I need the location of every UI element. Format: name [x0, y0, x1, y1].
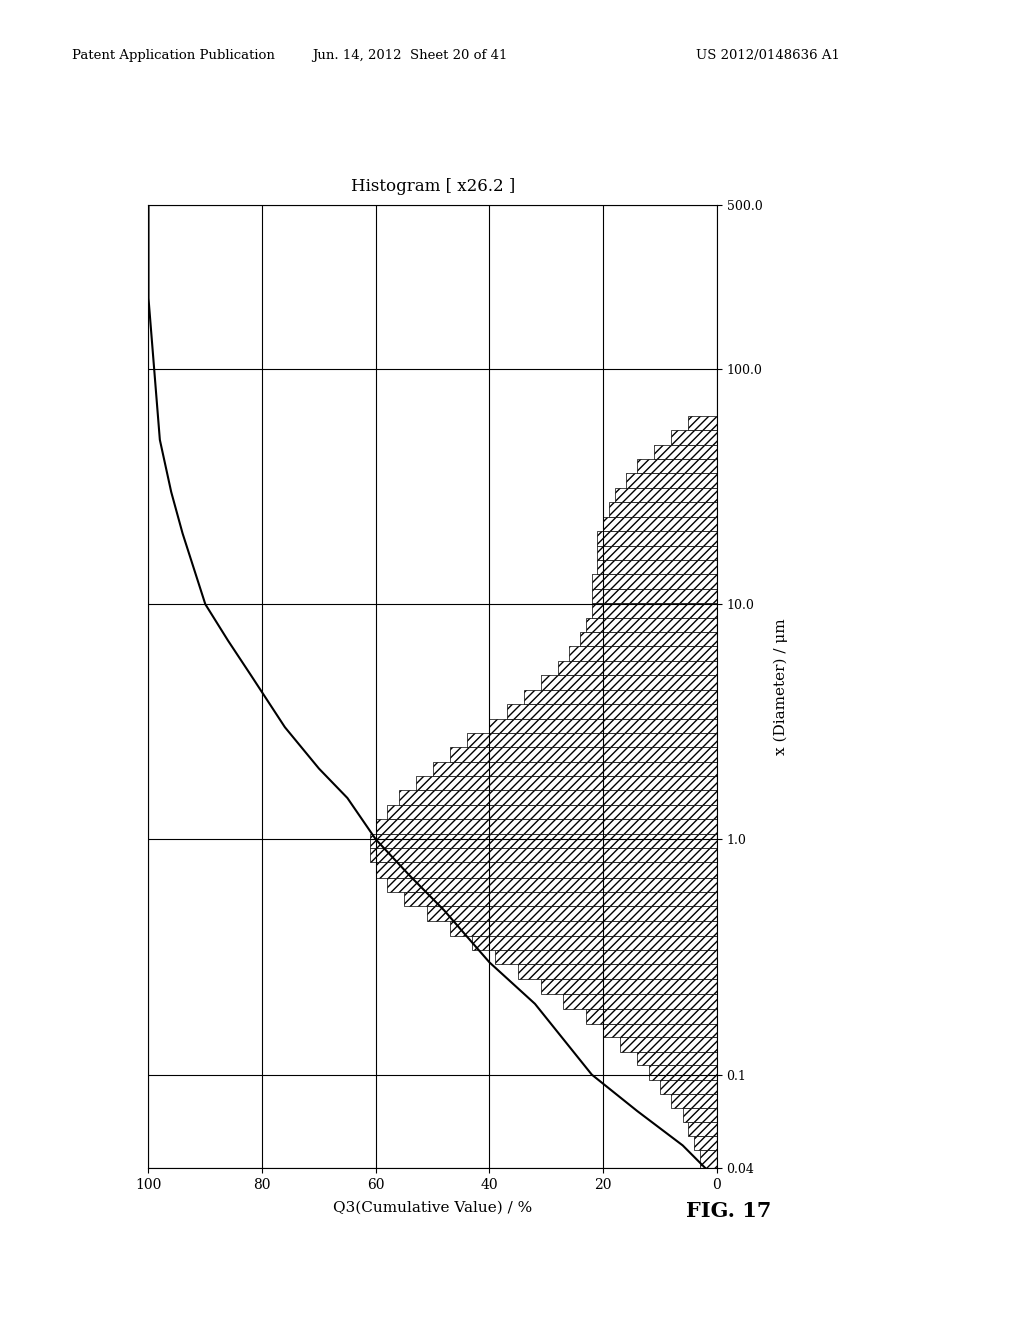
Bar	[376, 820, 717, 834]
Text: US 2012/0148636 A1: US 2012/0148636 A1	[696, 49, 841, 62]
Text: Jun. 14, 2012  Sheet 20 of 41: Jun. 14, 2012 Sheet 20 of 41	[312, 49, 507, 62]
Bar	[541, 979, 717, 994]
Bar	[586, 618, 717, 632]
Bar	[597, 560, 717, 574]
Bar	[523, 689, 717, 704]
Bar	[672, 1094, 717, 1109]
Bar	[489, 718, 717, 733]
Bar	[626, 474, 717, 488]
Bar	[558, 661, 717, 676]
Bar	[654, 445, 717, 459]
Bar	[660, 1080, 717, 1094]
Bar	[563, 994, 717, 1010]
Bar	[427, 907, 717, 921]
Title: Histogram [ x26.2 ]: Histogram [ x26.2 ]	[350, 178, 515, 195]
Bar	[387, 805, 717, 820]
Bar	[467, 733, 717, 747]
Bar	[592, 574, 717, 589]
Bar	[370, 834, 717, 849]
Bar	[648, 1065, 717, 1080]
Bar	[433, 762, 717, 776]
Bar	[609, 503, 717, 516]
Bar	[450, 747, 717, 762]
Bar	[672, 430, 717, 445]
Bar	[569, 647, 717, 661]
Text: FIG. 17: FIG. 17	[686, 1201, 771, 1221]
Bar	[597, 545, 717, 560]
Bar	[416, 776, 717, 791]
Bar	[398, 791, 717, 805]
Bar	[581, 632, 717, 647]
Bar	[450, 921, 717, 936]
Bar	[518, 965, 717, 979]
Bar	[694, 1137, 717, 1150]
Bar	[376, 862, 717, 878]
Bar	[370, 849, 717, 862]
Bar	[621, 1038, 717, 1052]
Bar	[597, 531, 717, 545]
Bar	[496, 950, 717, 965]
Bar	[541, 676, 717, 690]
Bar	[683, 1109, 717, 1122]
Bar	[688, 416, 717, 430]
Bar	[592, 603, 717, 618]
Bar	[603, 516, 717, 531]
Bar	[472, 936, 717, 950]
Bar	[586, 1010, 717, 1024]
Bar	[507, 704, 717, 718]
Bar	[614, 488, 717, 503]
X-axis label: Q3(Cumulative Value) / %: Q3(Cumulative Value) / %	[333, 1200, 532, 1214]
Y-axis label: x (Diameter) / μm: x (Diameter) / μm	[773, 618, 787, 755]
Text: Patent Application Publication: Patent Application Publication	[72, 49, 274, 62]
Bar	[404, 892, 717, 907]
Bar	[603, 1023, 717, 1038]
Bar	[699, 1150, 717, 1168]
Bar	[637, 1052, 717, 1065]
Bar	[592, 589, 717, 603]
Bar	[688, 1122, 717, 1137]
Bar	[387, 878, 717, 892]
Bar	[637, 459, 717, 474]
